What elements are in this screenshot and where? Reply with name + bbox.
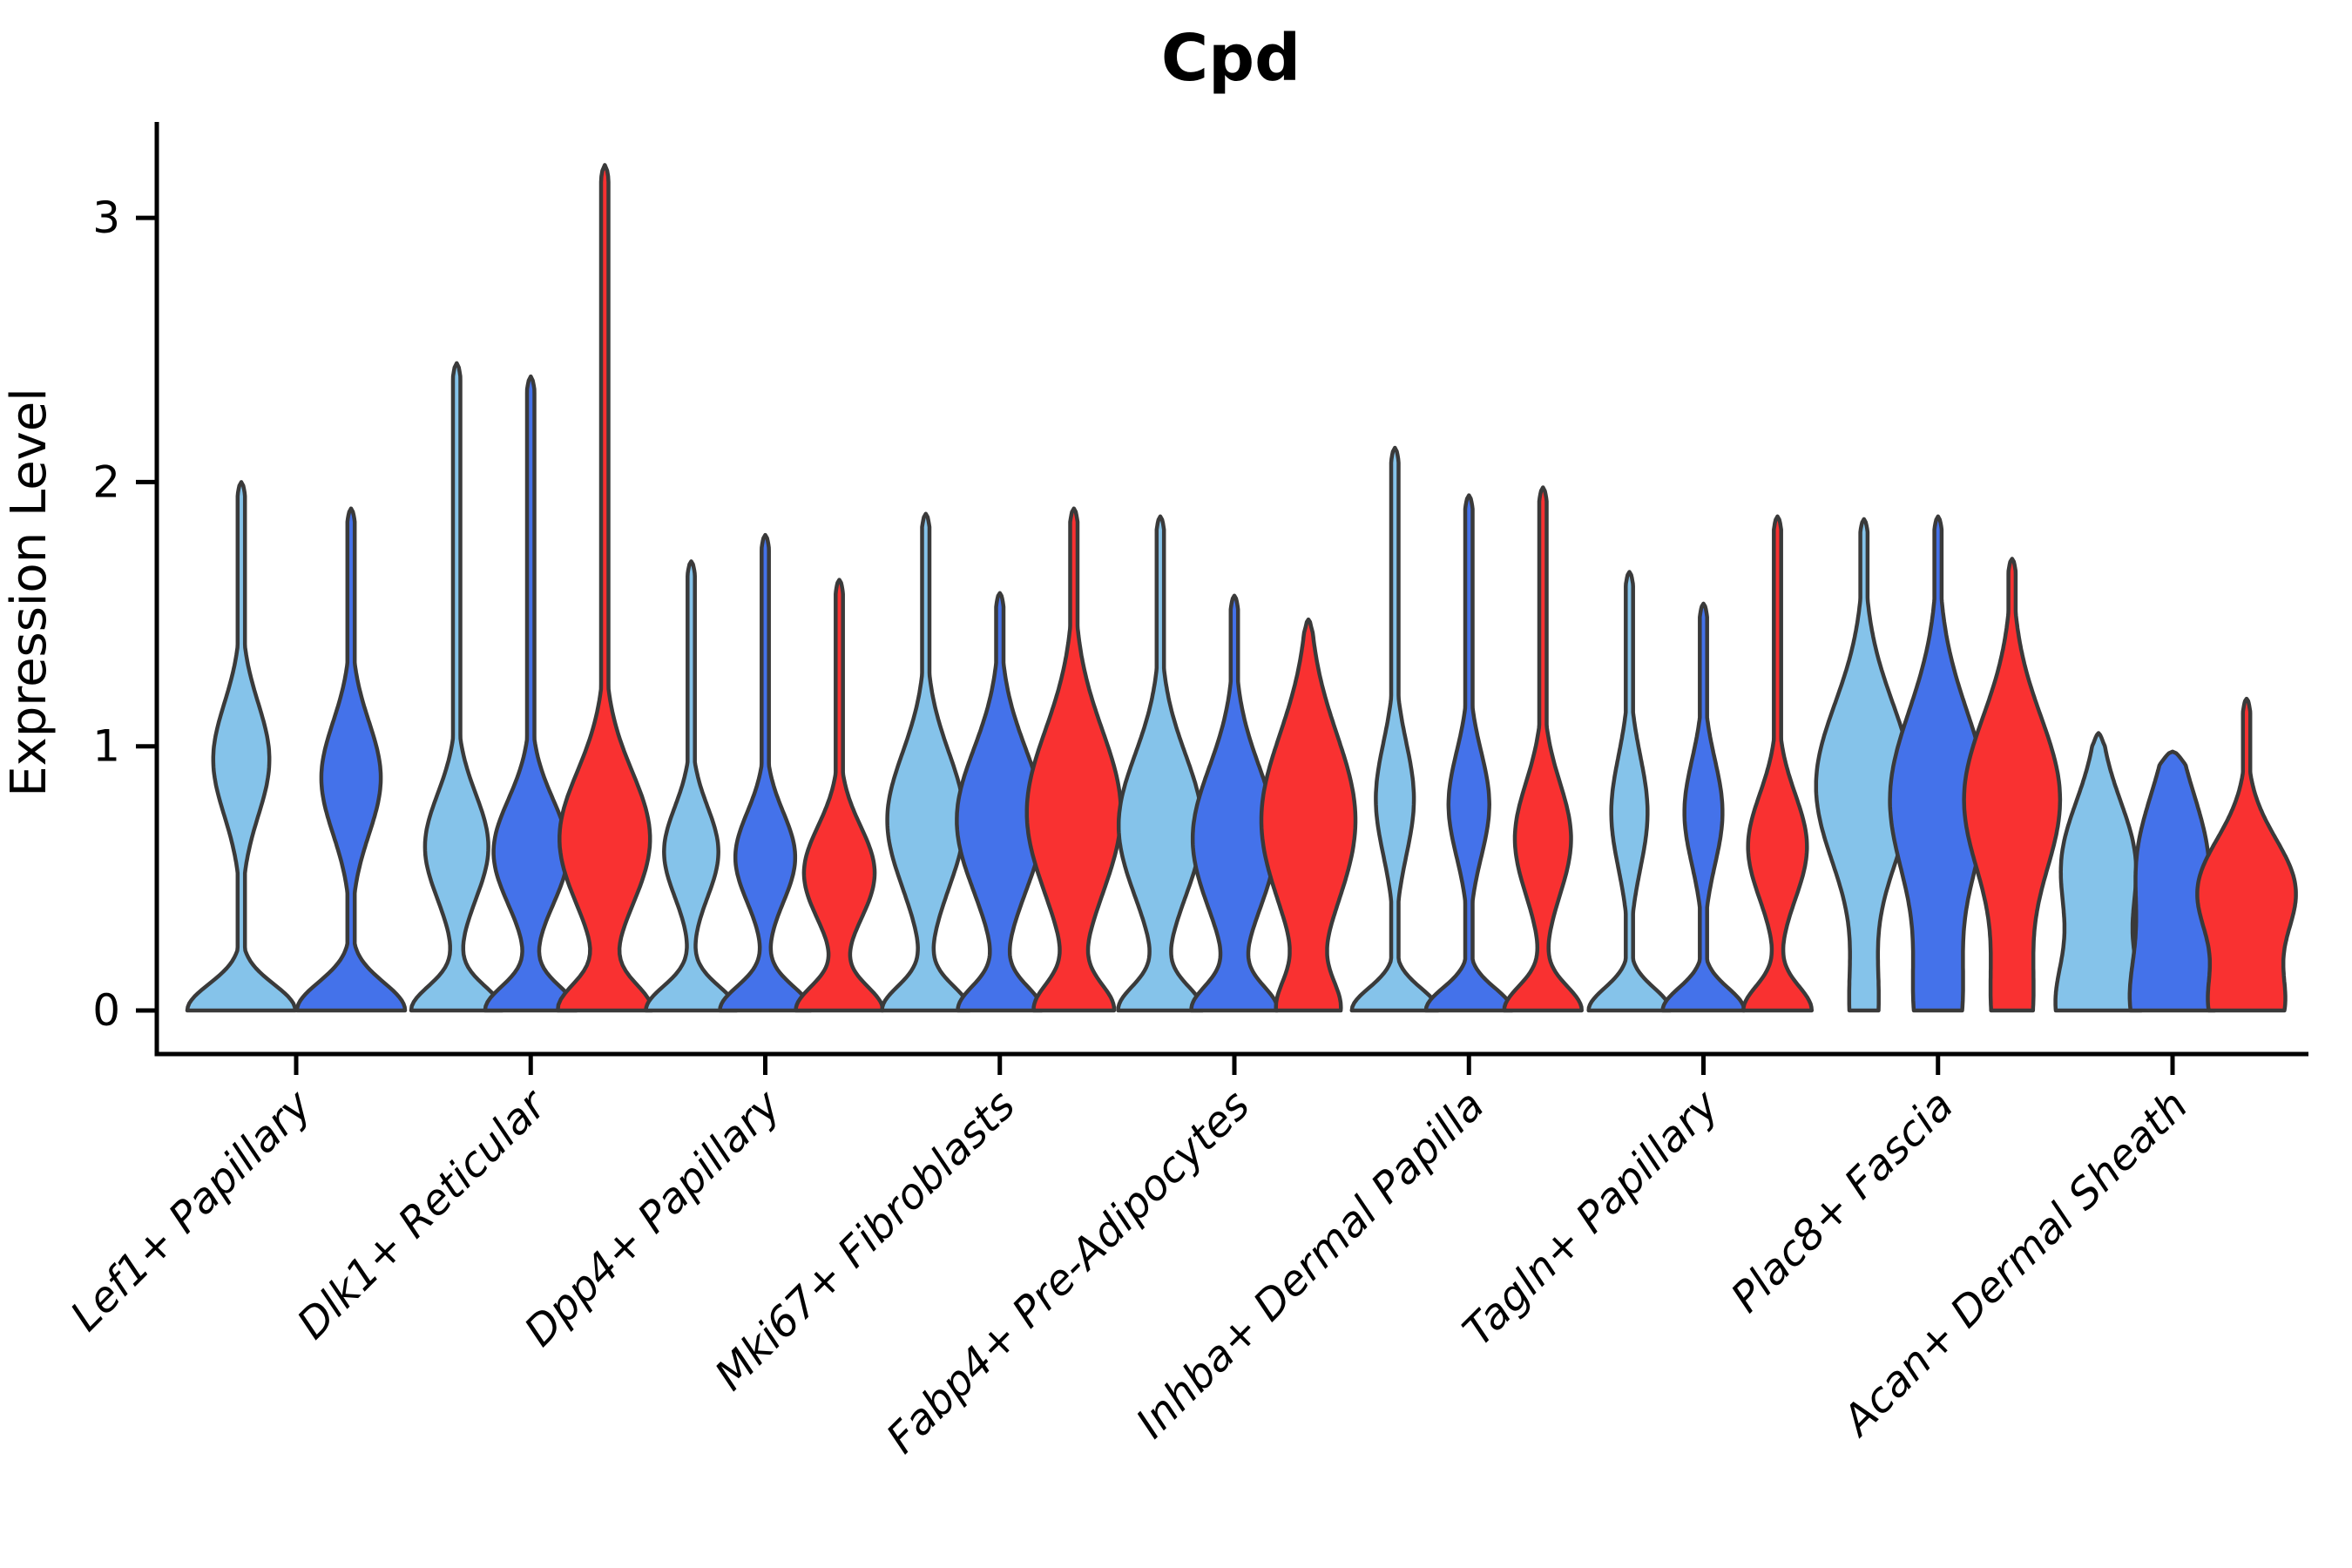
violins-layer [185,163,2298,1013]
violin [1660,601,1747,1013]
violin [644,559,739,1013]
violin [955,591,1045,1013]
violin [409,361,504,1013]
violin [1259,617,1358,1013]
violin [483,374,578,1013]
violin [1024,506,1123,1013]
violin [2195,696,2298,1013]
x-tick-label: Lef1+ Papillary [61,1080,321,1341]
violin [1349,445,1440,1013]
violin [294,506,408,1013]
violin [880,511,972,1013]
violin [1423,493,1514,1013]
chart-title: Cpd [1161,21,1301,96]
y-tick-label: 1 [92,721,120,772]
y-tick-label: 2 [92,456,120,507]
violin [185,480,298,1013]
y-axis-label: Expression Level [1,388,57,797]
y-tick-label: 0 [92,985,120,1036]
violin [718,532,813,1013]
violin [1740,514,1815,1013]
y-tick-label: 3 [92,193,120,243]
violin [1962,557,2063,1013]
violin [556,163,654,1013]
x-tick-label: Dlk1+ Reticular [288,1079,558,1349]
y-axis-ticks: 0 1 2 3 [92,193,157,1036]
violin [2053,731,2144,1013]
violin [1502,485,1584,1013]
violin [794,578,885,1013]
x-tick-label: Tagln+ Papillary [1454,1080,1729,1355]
violin [1586,570,1673,1013]
x-tick-label: Dpp4+ Papillary [515,1080,790,1355]
violin [1116,514,1205,1013]
x-tick-label: Plac8+ Fascia [1722,1081,1963,1322]
